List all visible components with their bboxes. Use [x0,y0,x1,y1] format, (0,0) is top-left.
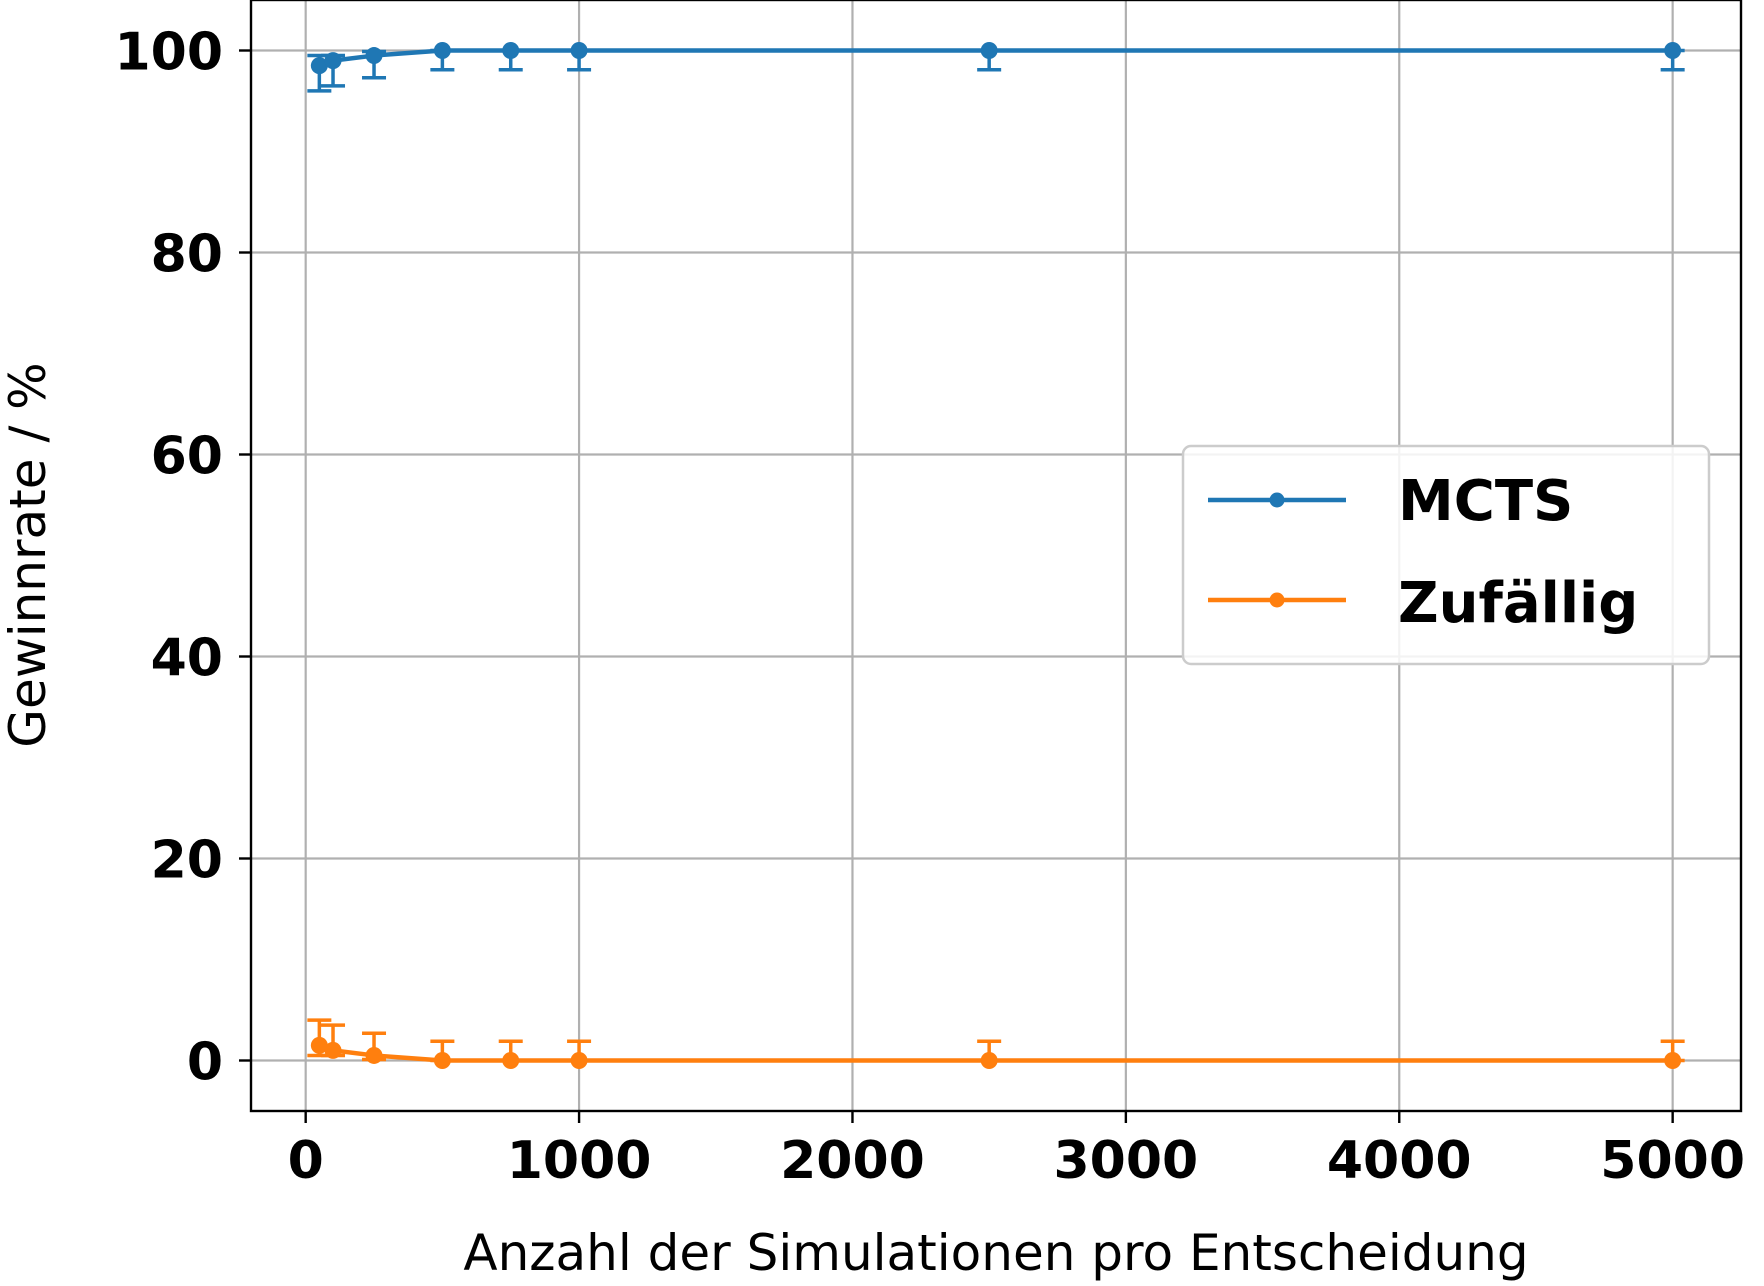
data-point [1664,1052,1682,1069]
legend-entry-mcts: MCTS [1208,469,1573,534]
data-point [310,57,328,75]
data-point [365,47,383,65]
legend-label-zufaellig: Zufällig [1398,571,1638,636]
series-zufaellig [307,1018,1685,1069]
legend-entry-zufaellig: Zufällig [1208,571,1638,636]
data-point [324,1041,342,1059]
y-tick-label: 40 [151,629,223,689]
y-tick-label: 100 [114,23,223,83]
y-tick-label: 20 [151,831,223,891]
data-point [433,42,451,59]
data-point [324,52,342,70]
x-tick-label: 4000 [1327,1131,1472,1191]
data-point [502,1052,520,1069]
data-point [502,42,520,59]
y-axis-label: Gewinnrate / % [0,362,57,747]
y-tick-label: 60 [151,427,223,487]
legend-marker-mcts [1269,492,1285,508]
x-tick-label: 0 [288,1131,324,1191]
x-axis-label: Anzahl der Simulationen pro Entscheidung [463,1224,1528,1282]
y-tick-label: 0 [187,1033,223,1093]
y-axis-ticks: 0 20 40 60 80 100 [114,23,251,1093]
legend: MCTS Zufällig [1181,444,1711,666]
data-point [365,1046,383,1064]
data-point [433,1052,451,1069]
x-tick-label: 3000 [1053,1131,1198,1191]
x-axis-ticks: 0 1000 2000 3000 4000 5000 [288,1111,1745,1191]
data-point [980,42,998,59]
y-tick-label: 80 [151,225,223,285]
series-mcts [307,42,1685,93]
x-tick-label: 1000 [507,1131,652,1191]
data-point [570,1052,588,1069]
data-point [980,1052,998,1069]
series-layer [307,42,1685,1069]
data-point [1664,42,1682,59]
x-tick-label: 2000 [780,1131,925,1191]
legend-label-mcts: MCTS [1398,469,1573,534]
data-point [570,42,588,59]
data-point [310,1036,328,1054]
plot-frame [249,0,1743,1113]
legend-marker-zufaellig [1269,592,1285,608]
x-tick-label: 5000 [1600,1131,1745,1191]
